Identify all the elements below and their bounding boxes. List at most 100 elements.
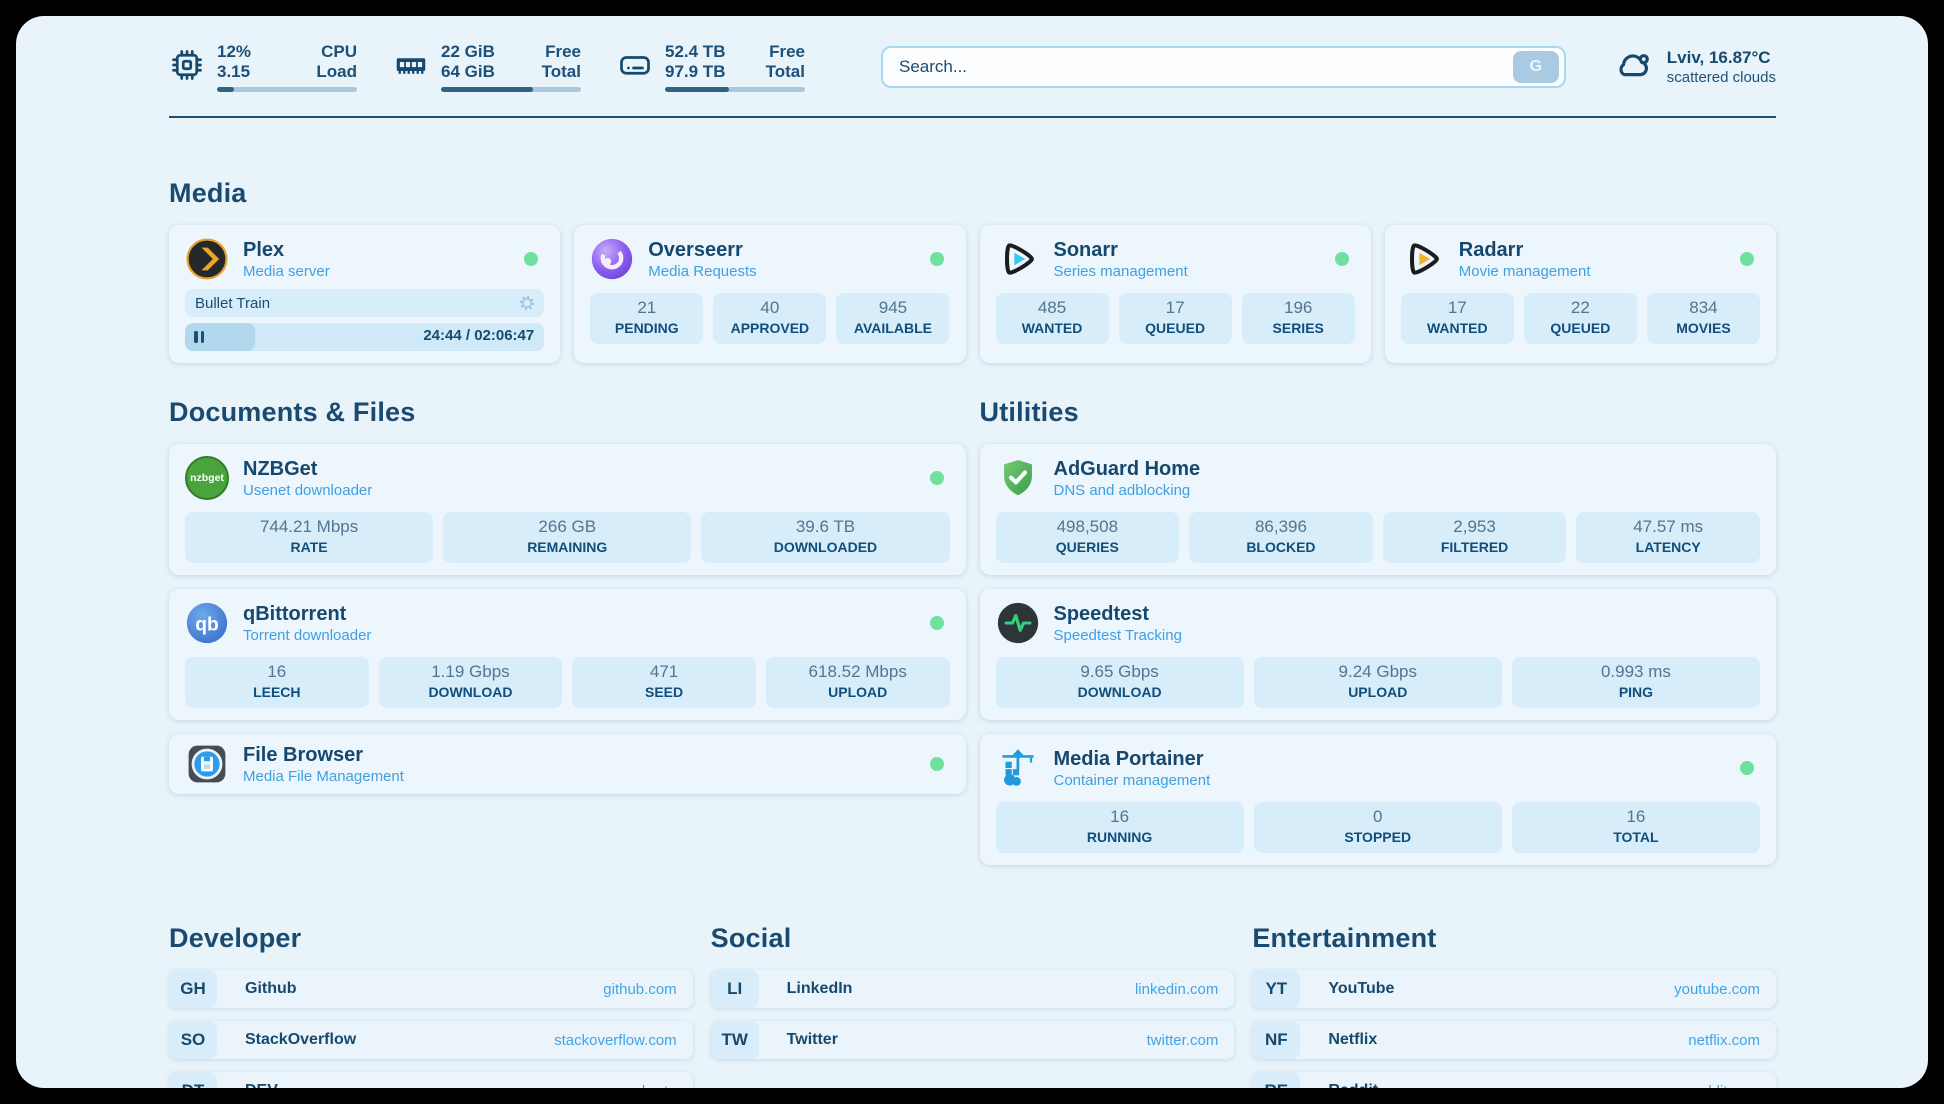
status-online-dot (929, 252, 944, 266)
app-card-qbittorrent[interactable]: qb qBittorrent Torrent downloader 16 LEEC… (169, 589, 966, 720)
bookmark-abbr: YT (1252, 970, 1301, 1008)
app-description: Series management (1053, 262, 1188, 280)
app-name: Speedtest (1053, 602, 1150, 625)
weather-widget: Lviv, 16.87°C scattered clouds (1612, 44, 1776, 91)
app-card-adguard[interactable]: AdGuard Home DNS and adblocking 498,508 Q… (979, 444, 1776, 575)
status-online-dot (524, 252, 539, 266)
disk-progress-bar (665, 87, 805, 92)
adguard-icon (996, 456, 1040, 500)
app-description: DNS and adblocking (1053, 481, 1191, 499)
bookmark-name: YouTube (1328, 980, 1395, 997)
memory-free-value: 22 GiB (441, 42, 495, 61)
cpu-load-label: Load (316, 62, 357, 81)
app-card-speedtest[interactable]: Speedtest Speedtest Tracking 9.65 Gbps DO… (979, 589, 1776, 720)
bookmark-name: StackOverflow (245, 1031, 357, 1048)
bookmark-abbr: GH (169, 970, 217, 1008)
app-description: Movie management (1458, 262, 1591, 280)
stat-blocked: 86,396 BLOCKED (1189, 512, 1373, 563)
overseerr-icon (590, 237, 634, 281)
bookmark-name: Twitter (786, 1031, 838, 1048)
app-card-portainer[interactable]: Media Portainer Container management 16 R… (979, 734, 1776, 865)
disk-total-label: Total (765, 62, 805, 81)
app-card-nzbget[interactable]: nzbget NZBGet Usenet downloader 744.21 M… (169, 444, 966, 575)
cpu-icon (169, 47, 205, 88)
speedtest-icon (996, 601, 1040, 645)
bookmark-url: netflix.com (1688, 1031, 1760, 1049)
status-online-dot (1740, 252, 1754, 266)
memory-widget: 22 GiB 64 GiB Free Total (393, 42, 581, 92)
bookmark-netflix[interactable]: NF Netflix netflix.com (1252, 1021, 1776, 1059)
search-provider-button[interactable]: G (1512, 51, 1559, 83)
bookmark-url: reddit.com (1690, 1083, 1760, 1089)
bookmark-abbr: LI (710, 970, 759, 1008)
radarr-icon (1401, 237, 1445, 281)
bookmark-abbr: DT (169, 1072, 217, 1088)
stat-ping: 0.993 ms PING (1511, 657, 1761, 708)
topbar: 12% 3.15 CPU Load (169, 38, 1776, 96)
app-description: Media File Management (243, 767, 404, 785)
app-card-radarr[interactable]: Radarr Movie management 17 WANTED 22 QUEUE… (1384, 225, 1776, 363)
plex-icon (185, 237, 229, 281)
bookmark-youtube[interactable]: YT YouTube youtube.com (1252, 970, 1776, 1008)
bookmark-abbr: SO (169, 1021, 217, 1059)
disk-free-value: 52.4 TB (665, 42, 726, 61)
stat-queued: 17 QUEUED (1118, 293, 1232, 344)
cpu-load-value: 3.15 (217, 62, 251, 81)
status-online-dot (929, 471, 944, 485)
bookmark-group-social: Social LI LinkedIn linkedin.com TW Twitt… (710, 923, 1235, 1088)
app-card-filebrowser[interactable]: File Browser Media File Management (169, 734, 966, 794)
stat-upload: 618.52 Mbps UPLOAD (765, 657, 950, 708)
app-card-sonarr[interactable]: Sonarr Series management 485 WANTED 17 QUE… (979, 225, 1371, 363)
bookmark-url: linkedin.com (1134, 980, 1219, 998)
bookmark-twitter[interactable]: TW Twitter twitter.com (710, 1021, 1235, 1059)
stat-download: 9.65 Gbps DOWNLOAD (995, 657, 1244, 708)
cloud-icon (1612, 44, 1654, 91)
status-online-dot (929, 757, 944, 771)
bookmark-group-developer: Developer GH Github github.com SO StackO… (169, 923, 693, 1088)
bookmark-name: Netflix (1328, 1031, 1378, 1048)
cpu-widget: 12% 3.15 CPU Load (169, 42, 357, 92)
app-name: Overseerr (648, 238, 743, 261)
status-online-dot (929, 616, 944, 630)
search-bar: G (881, 46, 1566, 88)
stat-total: 16 TOTAL (1511, 802, 1761, 853)
weather-condition: scattered clouds (1666, 69, 1776, 86)
bookmark-url: github.com (603, 980, 677, 998)
bookmark-github[interactable]: GH Github github.com (169, 970, 693, 1008)
app-card-plex[interactable]: Plex Media server Bullet Train 24:44 / 0… (169, 225, 561, 363)
memory-progress-bar (441, 87, 581, 92)
app-card-overseerr[interactable]: Overseerr Media Requests 21 PENDING 40 APP… (574, 225, 966, 363)
app-name: qBittorrent (243, 602, 347, 625)
gear-icon[interactable] (518, 294, 536, 312)
sonarr-icon (996, 237, 1040, 281)
stat-wanted: 485 WANTED (995, 293, 1109, 344)
stat-download: 1.19 Gbps DOWNLOAD (378, 657, 563, 708)
section-title-social: Social (710, 923, 792, 953)
bookmark-dev[interactable]: DT DEV dev.to (169, 1072, 693, 1088)
stat-approved: 40 APPROVED (713, 293, 827, 344)
nzbget-icon: nzbget (185, 456, 229, 500)
stat-leech: 16 LEECH (185, 657, 369, 708)
status-online-dot (1334, 252, 1349, 266)
bookmark-reddit[interactable]: RE Reddit reddit.com (1252, 1072, 1776, 1088)
stat-latency: 47.57 ms LATENCY (1576, 512, 1760, 563)
playback-progress-bar[interactable]: 24:44 / 02:06:47 (185, 323, 545, 351)
bookmark-group-entertainment: Entertainment YT YouTube youtube.com NF … (1252, 923, 1776, 1088)
stat-downloaded: 39.6 TB DOWNLOADED (701, 512, 950, 563)
section-title-utilities: Utilities (979, 397, 1079, 427)
bookmark-name: Github (245, 980, 297, 997)
bookmark-url: youtube.com (1674, 980, 1760, 998)
bookmark-abbr: TW (710, 1021, 759, 1059)
status-online-dot (1740, 761, 1754, 775)
search-input[interactable] (899, 57, 1513, 77)
cpu-usage-value: 12% (217, 42, 252, 61)
memory-free-label: Free (545, 42, 581, 61)
bookmark-stackoverflow[interactable]: SO StackOverflow stackoverflow.com (169, 1021, 693, 1059)
memory-total-label: Total (541, 62, 581, 81)
stat-upload: 9.24 Gbps UPLOAD (1253, 657, 1502, 708)
bookmark-linkedin[interactable]: LI LinkedIn linkedin.com (710, 970, 1235, 1008)
stat-wanted: 17 WANTED (1400, 293, 1514, 344)
disk-free-label: Free (769, 42, 805, 61)
section-title-entertainment: Entertainment (1252, 923, 1437, 953)
pause-button[interactable] (194, 331, 204, 343)
